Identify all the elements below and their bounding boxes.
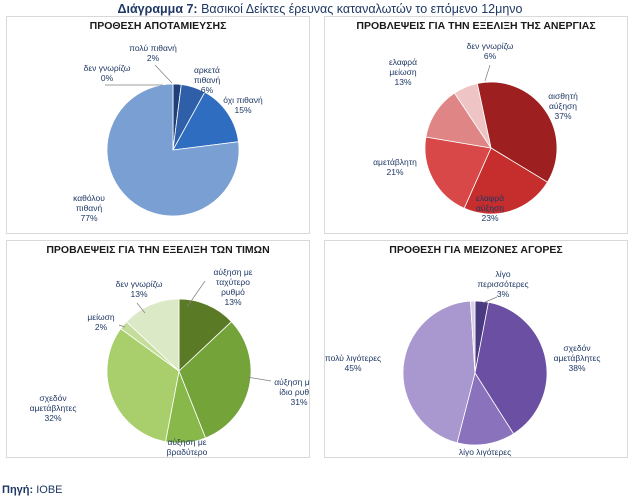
slice-label-0-2: όχι πιθανή 15% xyxy=(223,95,263,115)
pie-chart-purchases: λίγο περισσότερες 3% σχεδόν αμετάβλητες 38% λί… xyxy=(325,269,601,457)
pie-slice-0-2 xyxy=(172,91,239,151)
leader-line-1-0 xyxy=(484,64,491,82)
chart-panel-purchases: ΠΡΟΘΕΣΗ ΓΙΑ ΜΕΙΖΟΝΕΣ ΑΓΟΡΕΣ λίγο περισσότ… xyxy=(324,240,628,458)
slice-label-3-2: λίγο λιγότερες13% xyxy=(459,447,511,457)
pie-slice-3-4 xyxy=(470,300,476,374)
slice-label-0-1: αρκετά πιθανή 6% xyxy=(194,65,221,95)
slice-label-2-4: μείωση 2% xyxy=(87,312,114,332)
pie-slice-3-3 xyxy=(402,300,476,444)
slice-label-1-1: ελαφρά αύξηση 23% xyxy=(476,193,504,223)
leader-line-2-3 xyxy=(136,302,146,314)
source-label: Πηγή: xyxy=(2,484,34,496)
chart-title-prices: ΠΡΟΒΛΕΨΕΙΣ ΓΙΑ ΤΗΝ ΕΞΕΛΙΞΗ ΤΩΝ ΤΙΜΩΝ xyxy=(46,244,270,256)
main-title: Διάγραμμα 7: Βασικοί Δείκτες έρευνας κατ… xyxy=(0,2,640,16)
pie-slice-1-4 xyxy=(453,82,492,149)
slice-label-0-0: πολύ πιθανή 2% xyxy=(129,43,177,63)
leader-line-2-1 xyxy=(246,376,272,382)
chart-panel-unemployment: ΠΡΟΒΛΕΨΕΙΣ ΓΙΑ ΤΗΝ ΕΞΕΛΙΞΗ ΤΗΣ ΑΝΕΡΓΙΑΣ … xyxy=(324,16,628,234)
slice-label-2-1: αύξηση με τοίδιο ρυθμό31% xyxy=(274,377,309,407)
pie-chart-unemployment: αισθητή αύξηση 37% ελαφρά αύξηση 23% αμετάβλητ… xyxy=(373,41,578,223)
leader-line-2-0 xyxy=(186,280,206,308)
chart-panel-prices: ΠΡΟΒΛΕΨΕΙΣ ΓΙΑ ΤΗΝ ΕΞΕΛΙΞΗ ΤΩΝ ΤΙΜΩΝ αύξ… xyxy=(6,240,310,458)
slice-label-2-5: δεν γνωρίζω 13% xyxy=(116,279,163,299)
slice-label-1-2: αμετάβλητη 21% xyxy=(373,157,417,177)
slice-label-1-3: ελαφρά μείωση 13% xyxy=(389,57,417,87)
slice-label-3-0: λίγο περισσότερες 3% xyxy=(477,269,528,299)
main-title-number: Διάγραμμα 7: xyxy=(117,2,198,16)
pie-slice-2-0 xyxy=(178,298,233,372)
chart-title-unemployment: ΠΡΟΒΛΕΨΕΙΣ ΓΙΑ ΤΗΝ ΕΞΕΛΙΞΗ ΤΗΣ ΑΝΕΡΓΙΑΣ xyxy=(356,20,596,32)
pie-slice-2-5 xyxy=(125,298,180,372)
pie-slice-1-0 xyxy=(476,81,558,183)
chart-panel-savings: ΠΡΟΘΕΣΗ ΑΠΟΤΑΜΙΕΥΣΗΣ πολύ πιθανή 2% αρκετά… xyxy=(6,16,310,234)
slice-label-1-0: αισθητή αύξηση 37% xyxy=(548,91,578,121)
slice-label-2-0: αύξηση με ταχύτερο ρυθμό 13% xyxy=(213,267,252,307)
slice-label-0-4: δεν γνωρίζω 0% xyxy=(84,63,131,83)
leader-line-2-2 xyxy=(118,324,126,328)
slice-label-2-3: σχεδόν αμετάβλητες 32% xyxy=(30,393,77,423)
slice-label-3-3: πολύ λιγότερες 45% xyxy=(325,353,381,373)
pie-slice-0-3 xyxy=(106,83,240,217)
slice-label-0-3: καθόλου πιθανή 77% xyxy=(73,193,105,223)
pie-slice-1-2 xyxy=(424,136,492,209)
slice-label-2-2: αύξηση μεβραδύτερορυθμό9% xyxy=(167,437,208,457)
source-note: Πηγή: ΙΟΒΕ xyxy=(2,484,63,496)
source-value: ΙΟΒΕ xyxy=(33,484,63,496)
leader-line-3-0 xyxy=(482,296,498,304)
chart-title-purchases: ΠΡΟΘΕΣΗ ΓΙΑ ΜΕΙΖΟΝΕΣ ΑΓΟΡΕΣ xyxy=(389,244,563,256)
leader-line-0-0 xyxy=(154,64,173,84)
pie-slice-3-2 xyxy=(456,372,515,446)
pie-chart-savings: πολύ πιθανή 2% αρκετά πιθανή 6%όχι πιθανή 15%… xyxy=(73,43,263,223)
main-title-text: Βασικοί Δείκτες έρευνας καταναλωτών το ε… xyxy=(197,2,523,16)
pie-slice-1-1 xyxy=(463,147,549,215)
pie-slice-2-1 xyxy=(178,321,252,439)
chart-title-savings: ΠΡΟΘΕΣΗ ΑΠΟΤΑΜΙΕΥΣΗΣ xyxy=(89,20,227,32)
slice-label-3-1: σχεδόν αμετάβλητες 38% xyxy=(554,343,601,373)
slice-label-1-4: δεν γνωρίζω 6% xyxy=(467,41,514,61)
pie-slice-2-3 xyxy=(106,328,180,443)
